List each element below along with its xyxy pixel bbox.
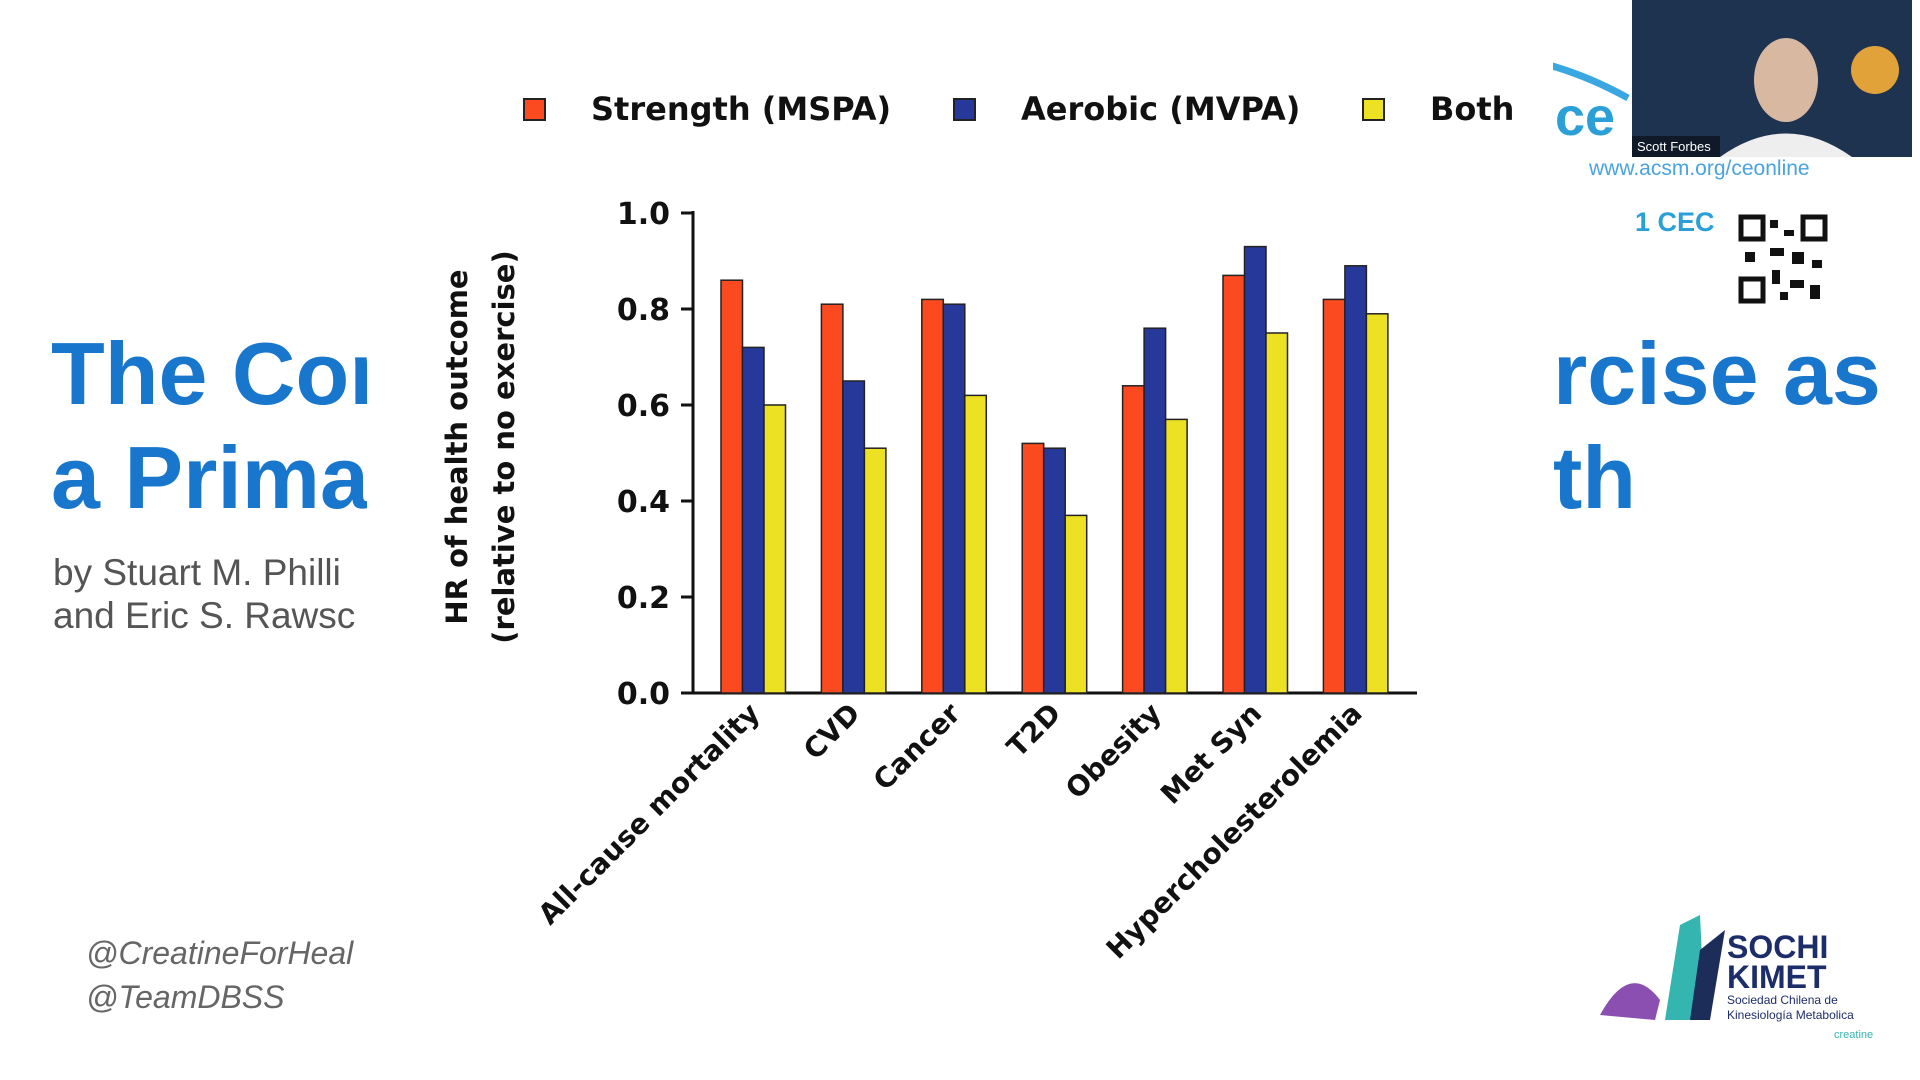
legend-swatch <box>523 98 546 121</box>
logo-text: Sociedad Chilena de <box>1727 993 1838 1007</box>
bar <box>1243 245 1267 694</box>
logo-text: SOCHI <box>1727 929 1828 965</box>
sponsor: creatine <box>1834 1029 1873 1041</box>
bar <box>1042 447 1066 694</box>
banner-arc <box>1553 62 1630 102</box>
y-tick-label: 1.0 <box>617 197 670 232</box>
credit: 1 CEC <box>1635 207 1715 237</box>
bar <box>1021 442 1045 694</box>
slide-title: a Prima <box>51 428 370 527</box>
right-text: ce rcise as th <box>1553 62 1881 527</box>
legend-label: Both <box>1430 90 1514 128</box>
bar <box>741 346 765 694</box>
handle: @CreatineForHeal <box>86 935 354 971</box>
handle: @TeamDBSS <box>86 979 284 1015</box>
y-tick-label: 0.4 <box>617 485 670 520</box>
left-text: The Con a Prima by Stuart M. Philli and … <box>51 324 403 1015</box>
bar <box>1322 298 1346 694</box>
bar <box>863 447 887 694</box>
logo-text: KIMET <box>1727 959 1827 995</box>
y-tick-label: 0.8 <box>617 293 670 328</box>
url: www.acsm.org/ceonline <box>1588 157 1810 180</box>
y-tick-label: 0.6 <box>617 389 670 424</box>
logo: SOCHI KIMET Sociedad Chilena de Kinesiol… <box>1600 915 1873 1041</box>
slide-title: rcise as <box>1553 324 1881 423</box>
bar <box>1164 418 1188 694</box>
speaker-name: Scott Forbes <box>1637 139 1711 154</box>
bar <box>1143 327 1167 694</box>
bar <box>942 303 966 694</box>
bar <box>820 303 844 694</box>
video-tile: Scott Forbes <box>1632 0 1912 157</box>
slide-title: The Con <box>51 324 403 423</box>
bar <box>1344 265 1368 694</box>
y-axis-label: (relative to no exercise) <box>487 250 521 643</box>
bar <box>763 404 787 694</box>
y-tick-label: 0.2 <box>617 581 670 616</box>
bar <box>921 298 945 694</box>
bar <box>1222 274 1246 694</box>
bar <box>1064 514 1088 694</box>
bar <box>1265 332 1289 694</box>
authors: by Stuart M. Philli <box>53 552 341 593</box>
y-tick-label: 0.0 <box>617 677 670 712</box>
authors: and Eric S. Rawsc <box>53 595 355 636</box>
banner: ce <box>1555 87 1615 147</box>
bar <box>964 394 988 694</box>
legend-label: Aerobic (MVPA) <box>1021 90 1300 128</box>
legend-swatch <box>953 98 976 121</box>
bar <box>1365 313 1389 694</box>
y-axis-label: HR of health outcome <box>440 269 474 624</box>
legend-swatch <box>1362 98 1385 121</box>
slide-title: th <box>1553 428 1636 527</box>
bar <box>720 279 744 694</box>
bar <box>1121 385 1145 694</box>
bar <box>842 380 866 694</box>
logo-text: Kinesiología Metabolica <box>1727 1008 1854 1022</box>
legend-label: Strength (MSPA) <box>591 90 891 128</box>
qr-code <box>1738 214 1828 304</box>
